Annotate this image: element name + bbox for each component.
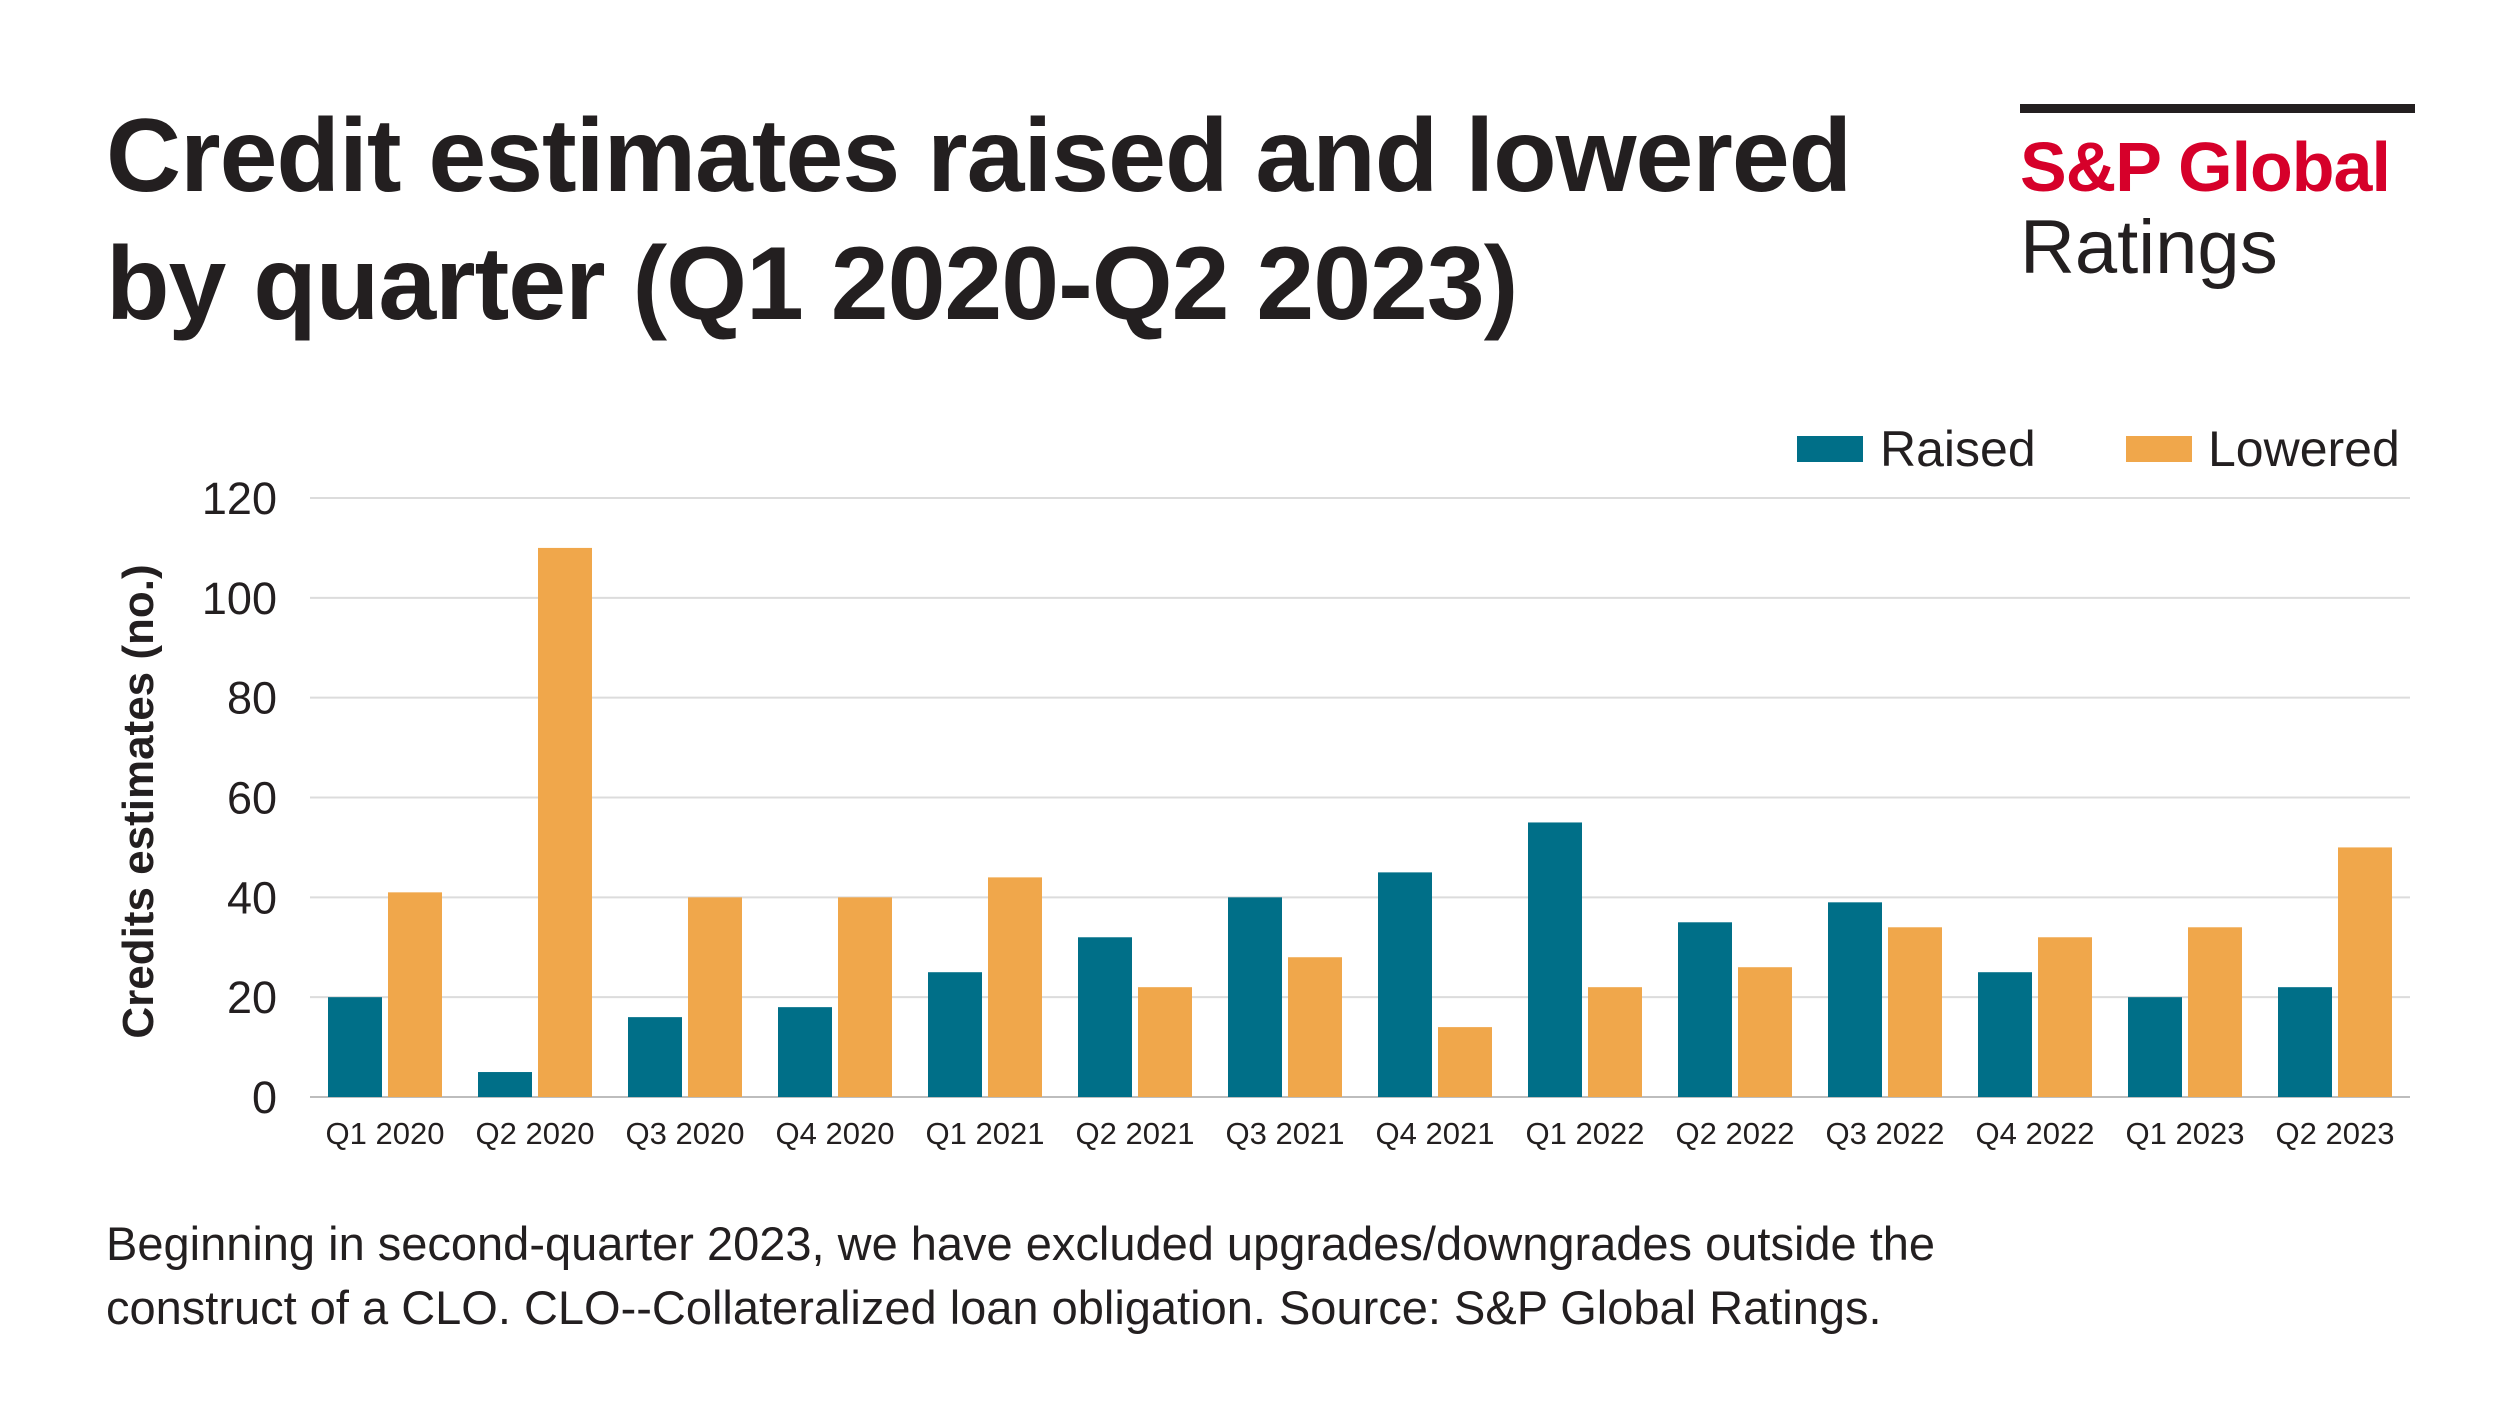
x-tick-label-q1-2020: Q1 2020 xyxy=(326,1116,445,1151)
bar-raised-q3-2020 xyxy=(628,1017,682,1097)
bar-raised-q4-2020 xyxy=(778,1007,832,1097)
x-tick-label-q2-2023: Q2 2023 xyxy=(2276,1116,2395,1151)
x-tick-label-q1-2022: Q1 2022 xyxy=(1526,1116,1645,1151)
bar-raised-q1-2020 xyxy=(328,997,382,1097)
y-tick-label-40: 40 xyxy=(227,872,277,923)
bar-lowered-q3-2022 xyxy=(1888,927,1942,1097)
bar-lowered-q1-2023 xyxy=(2188,927,2242,1097)
x-tick-label-q4-2021: Q4 2021 xyxy=(1376,1116,1495,1151)
x-tick-label-q1-2021: Q1 2021 xyxy=(926,1116,1045,1151)
bar-raised-q2-2021 xyxy=(1078,937,1132,1097)
bar-raised-q1-2021 xyxy=(928,972,982,1097)
bar-raised-q2-2022 xyxy=(1678,922,1732,1097)
x-tick-label-q2-2021: Q2 2021 xyxy=(1076,1116,1195,1151)
legend-swatch-lowered xyxy=(2126,436,2192,462)
bar-lowered-q3-2020 xyxy=(688,897,742,1097)
logo-subtitle: Ratings xyxy=(2020,205,2278,290)
y-tick-label-60: 60 xyxy=(227,773,277,824)
bar-lowered-q4-2022 xyxy=(2038,937,2092,1097)
sp-global-ratings-logo: S&P Global Ratings xyxy=(2020,104,2415,291)
bar-lowered-q2-2023 xyxy=(2338,847,2392,1097)
logo-rule xyxy=(2020,104,2415,113)
bar-lowered-q2-2020 xyxy=(538,547,592,1097)
bar-lowered-q2-2021 xyxy=(1138,987,1192,1097)
legend-label-lowered: Lowered xyxy=(2208,421,2400,477)
legend-label-raised: Raised xyxy=(1880,421,2036,477)
bar-lowered-q1-2021 xyxy=(988,877,1042,1097)
bar-raised-q4-2022 xyxy=(1978,972,2032,1097)
chart-title-line-1: Credit estimates raised and lowered xyxy=(106,98,1852,214)
x-tick-label-q4-2020: Q4 2020 xyxy=(776,1116,895,1151)
bar-raised-q4-2021 xyxy=(1378,872,1432,1097)
y-tick-label-0: 0 xyxy=(252,1072,277,1123)
x-tick-label-q2-2022: Q2 2022 xyxy=(1676,1116,1795,1151)
logo-brand-name: S&P Global xyxy=(2020,128,2391,206)
x-tick-label-q3-2022: Q3 2022 xyxy=(1826,1116,1945,1151)
y-tick-label-120: 120 xyxy=(202,473,277,524)
x-tick-label-q3-2021: Q3 2021 xyxy=(1226,1116,1345,1151)
footnote: Beginning in second-quarter 2023, we hav… xyxy=(106,1212,2406,1340)
x-tick-label-q3-2020: Q3 2020 xyxy=(626,1116,745,1151)
bar-lowered-q2-2022 xyxy=(1738,967,1792,1097)
y-tick-label-80: 80 xyxy=(227,673,277,724)
x-tick-label-q2-2020: Q2 2020 xyxy=(476,1116,595,1151)
bar-lowered-q1-2020 xyxy=(388,892,442,1097)
bar-raised-q2-2023 xyxy=(2278,987,2332,1097)
x-tick-label-q1-2023: Q1 2023 xyxy=(2126,1116,2245,1151)
x-tick-label-q4-2022: Q4 2022 xyxy=(1976,1116,2095,1151)
footnote-line-2: construct of a CLO. CLO--Collateralized … xyxy=(106,1281,1882,1334)
y-axis-title: Credits estimates (no.) xyxy=(114,564,163,1038)
bar-raised-q1-2022 xyxy=(1528,822,1582,1097)
y-tick-label-100: 100 xyxy=(202,573,277,624)
chart-title: Credit estimates raised and lowered by q… xyxy=(106,92,2006,348)
bar-lowered-q4-2020 xyxy=(838,897,892,1097)
bar-raised-q3-2022 xyxy=(1828,902,1882,1097)
bar-raised-q3-2021 xyxy=(1228,897,1282,1097)
bar-raised-q1-2023 xyxy=(2128,997,2182,1097)
y-tick-label-20: 20 xyxy=(227,972,277,1023)
legend-swatch-raised xyxy=(1797,436,1863,462)
bar-lowered-q3-2021 xyxy=(1288,957,1342,1097)
bar-lowered-q4-2021 xyxy=(1438,1027,1492,1097)
footnote-line-1: Beginning in second-quarter 2023, we hav… xyxy=(106,1217,1936,1270)
chart-title-line-2: by quarter (Q1 2020-Q2 2023) xyxy=(106,226,1518,342)
bar-lowered-q1-2022 xyxy=(1588,987,1642,1097)
bar-raised-q2-2020 xyxy=(478,1072,532,1097)
